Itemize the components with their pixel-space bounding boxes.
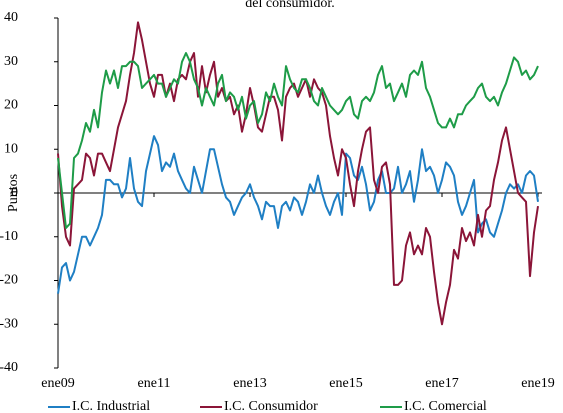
legend-label: I.C. Comercial [404, 399, 487, 413]
y-tick-label: -40 [0, 360, 18, 375]
y-tick-label: 0 [11, 185, 18, 200]
y-tick-label: -10 [0, 229, 18, 244]
chart-title: del consumidor. [245, 0, 334, 11]
line-series [57, 135, 539, 294]
y-tick-label: 30 [4, 54, 18, 69]
x-tick-label: ene19 [521, 376, 554, 391]
legend-label: I.C. Consumidor [224, 399, 318, 413]
x-tick-label: ene09 [41, 376, 74, 391]
x-tick-label: ene15 [329, 376, 362, 391]
line-series [57, 52, 539, 229]
legend-label: I.C. Industrial [72, 399, 150, 413]
y-tick-label: -20 [0, 273, 18, 288]
y-tick-label: 40 [4, 10, 18, 25]
y-tick-label: -30 [0, 316, 18, 331]
line-series [57, 21, 539, 326]
x-tick-label: ene13 [233, 376, 266, 391]
x-tick-label: ene17 [425, 376, 458, 391]
x-tick-label: ene11 [138, 376, 171, 391]
y-tick-label: 10 [4, 141, 18, 156]
y-tick-label: 20 [4, 98, 18, 113]
y-axis-label: Puntos [6, 174, 21, 212]
